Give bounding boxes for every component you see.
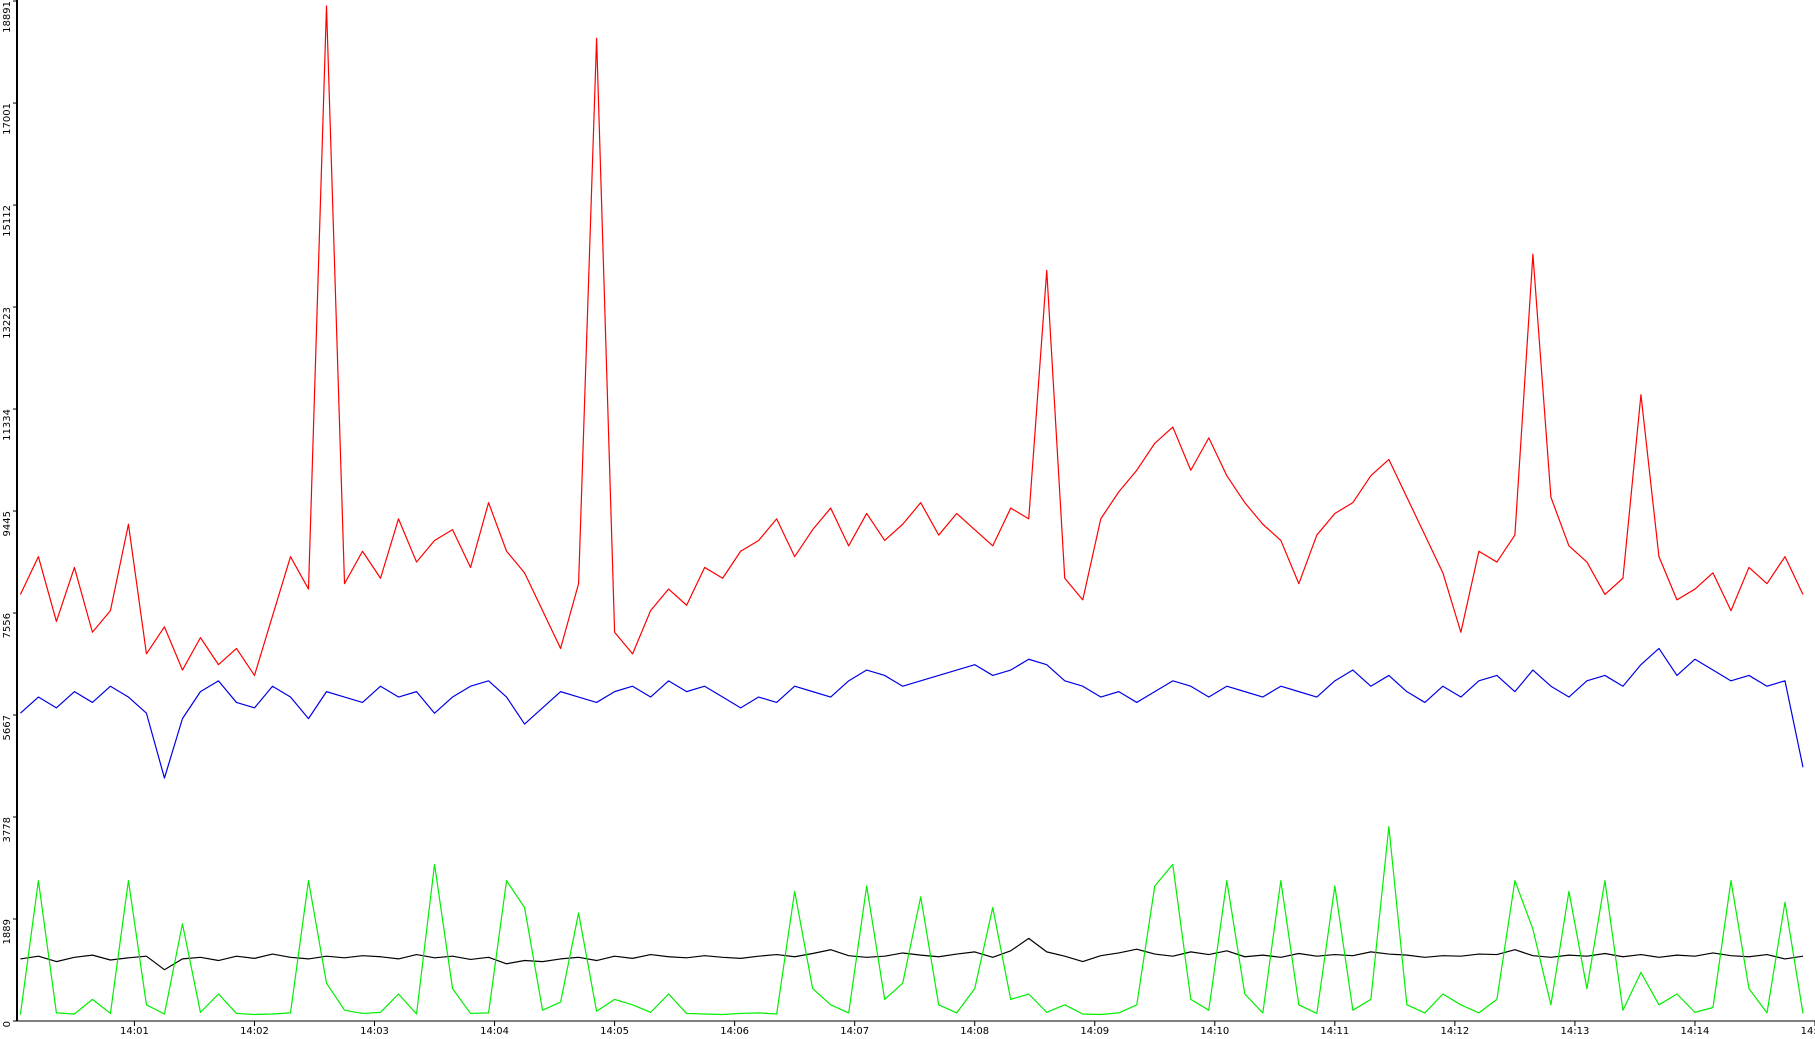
x-tick-label: 14:02 — [240, 1026, 269, 1037]
y-tick-label: 13223 — [2, 307, 13, 339]
series-line — [19, 826, 1804, 1016]
x-tick-label: 14:05 — [600, 1026, 629, 1037]
series-line — [20, 937, 1804, 971]
x-tick-label: 14:08 — [960, 1026, 989, 1037]
x-tick-label: 14:15 — [1801, 1026, 1815, 1037]
y-tick-label: 0 — [2, 1021, 13, 1027]
x-tick-label: 14:13 — [1561, 1026, 1590, 1037]
x-tick-label: 14:07 — [840, 1026, 869, 1037]
series-line — [19, 647, 1804, 779]
y-tick-label: 17001 — [2, 103, 13, 135]
y-tick-label: 3778 — [2, 817, 13, 842]
x-tick-label: 14:11 — [1320, 1026, 1349, 1037]
x-tick-label: 14:01 — [120, 1026, 149, 1037]
x-tick-label: 14:12 — [1440, 1026, 1469, 1037]
y-tick-label: 15112 — [2, 205, 13, 237]
y-tick-label: 9445 — [2, 511, 13, 536]
x-tick-label: 14:06 — [720, 1026, 749, 1037]
y-tick-label: 18891 — [2, 1, 13, 33]
x-tick-label: 14:04 — [480, 1026, 509, 1037]
x-tick-label: 14:14 — [1681, 1026, 1710, 1037]
series-line — [19, 5, 1804, 677]
y-tick-label: 11334 — [2, 409, 13, 441]
x-tick-label: 14:03 — [360, 1026, 389, 1037]
y-tick-label: 7556 — [2, 613, 13, 638]
y-tick-label: 5667 — [2, 715, 13, 740]
y-tick-label: 1889 — [2, 919, 13, 944]
x-tick-label: 14:09 — [1080, 1026, 1109, 1037]
x-tick-label: 14:10 — [1200, 1026, 1229, 1037]
